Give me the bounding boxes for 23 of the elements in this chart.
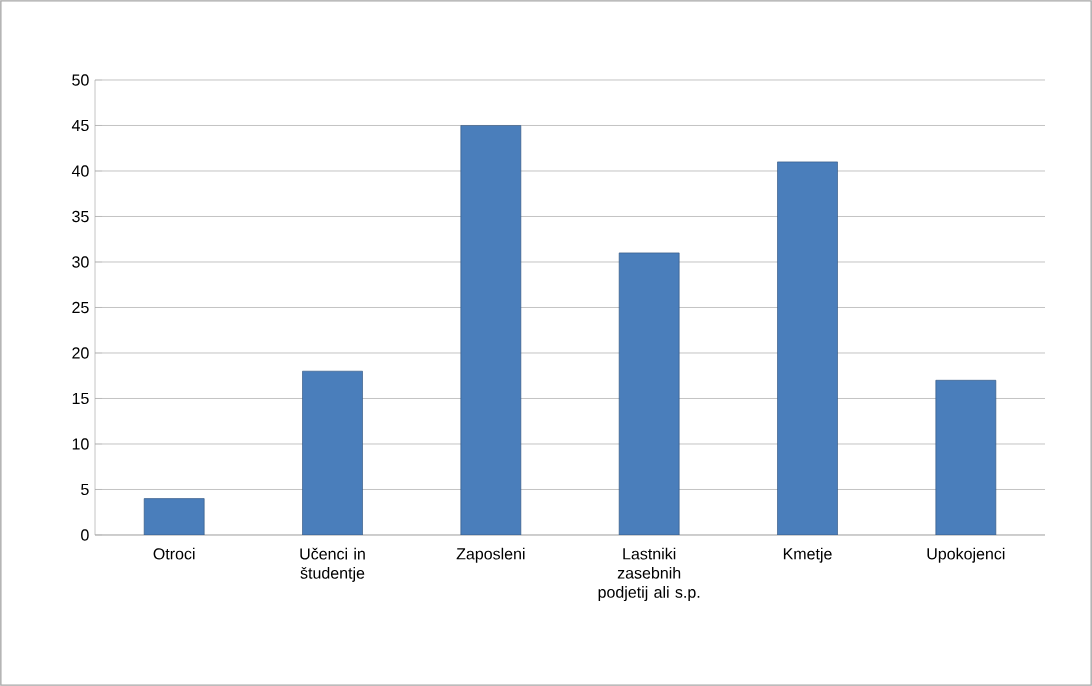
bar — [302, 370, 363, 535]
y-tick-label: 10 — [72, 438, 89, 450]
bar — [460, 125, 522, 535]
x-tick-label: Zaposleni — [456, 547, 525, 563]
bar — [618, 252, 680, 535]
y-tick-label: 50 — [72, 74, 89, 86]
y-tick-label: 35 — [72, 210, 89, 223]
y-tick-label: 20 — [72, 347, 89, 359]
y-tick-label: 40 — [71, 165, 89, 177]
x-tick-label: Upokojenci — [927, 547, 1005, 563]
bar — [777, 161, 838, 535]
y-tick-label: 30 — [72, 256, 89, 268]
x-tick-label: Učenci in študentje — [300, 547, 365, 582]
y-tick-label: 5 — [81, 483, 89, 496]
y-tick-label: 45 — [71, 119, 89, 132]
x-tick-label: Otroci — [153, 547, 195, 560]
x-tick-label: Lastniki zasebnih podjetij ali s.p. — [598, 547, 700, 602]
x-tick-label: Kmetje — [783, 547, 832, 563]
bar — [935, 379, 997, 535]
y-tick-label: 0 — [81, 529, 89, 541]
bar — [143, 498, 205, 535]
y-tick-label: 25 — [72, 301, 89, 314]
y-tick-label: 15 — [72, 392, 89, 405]
